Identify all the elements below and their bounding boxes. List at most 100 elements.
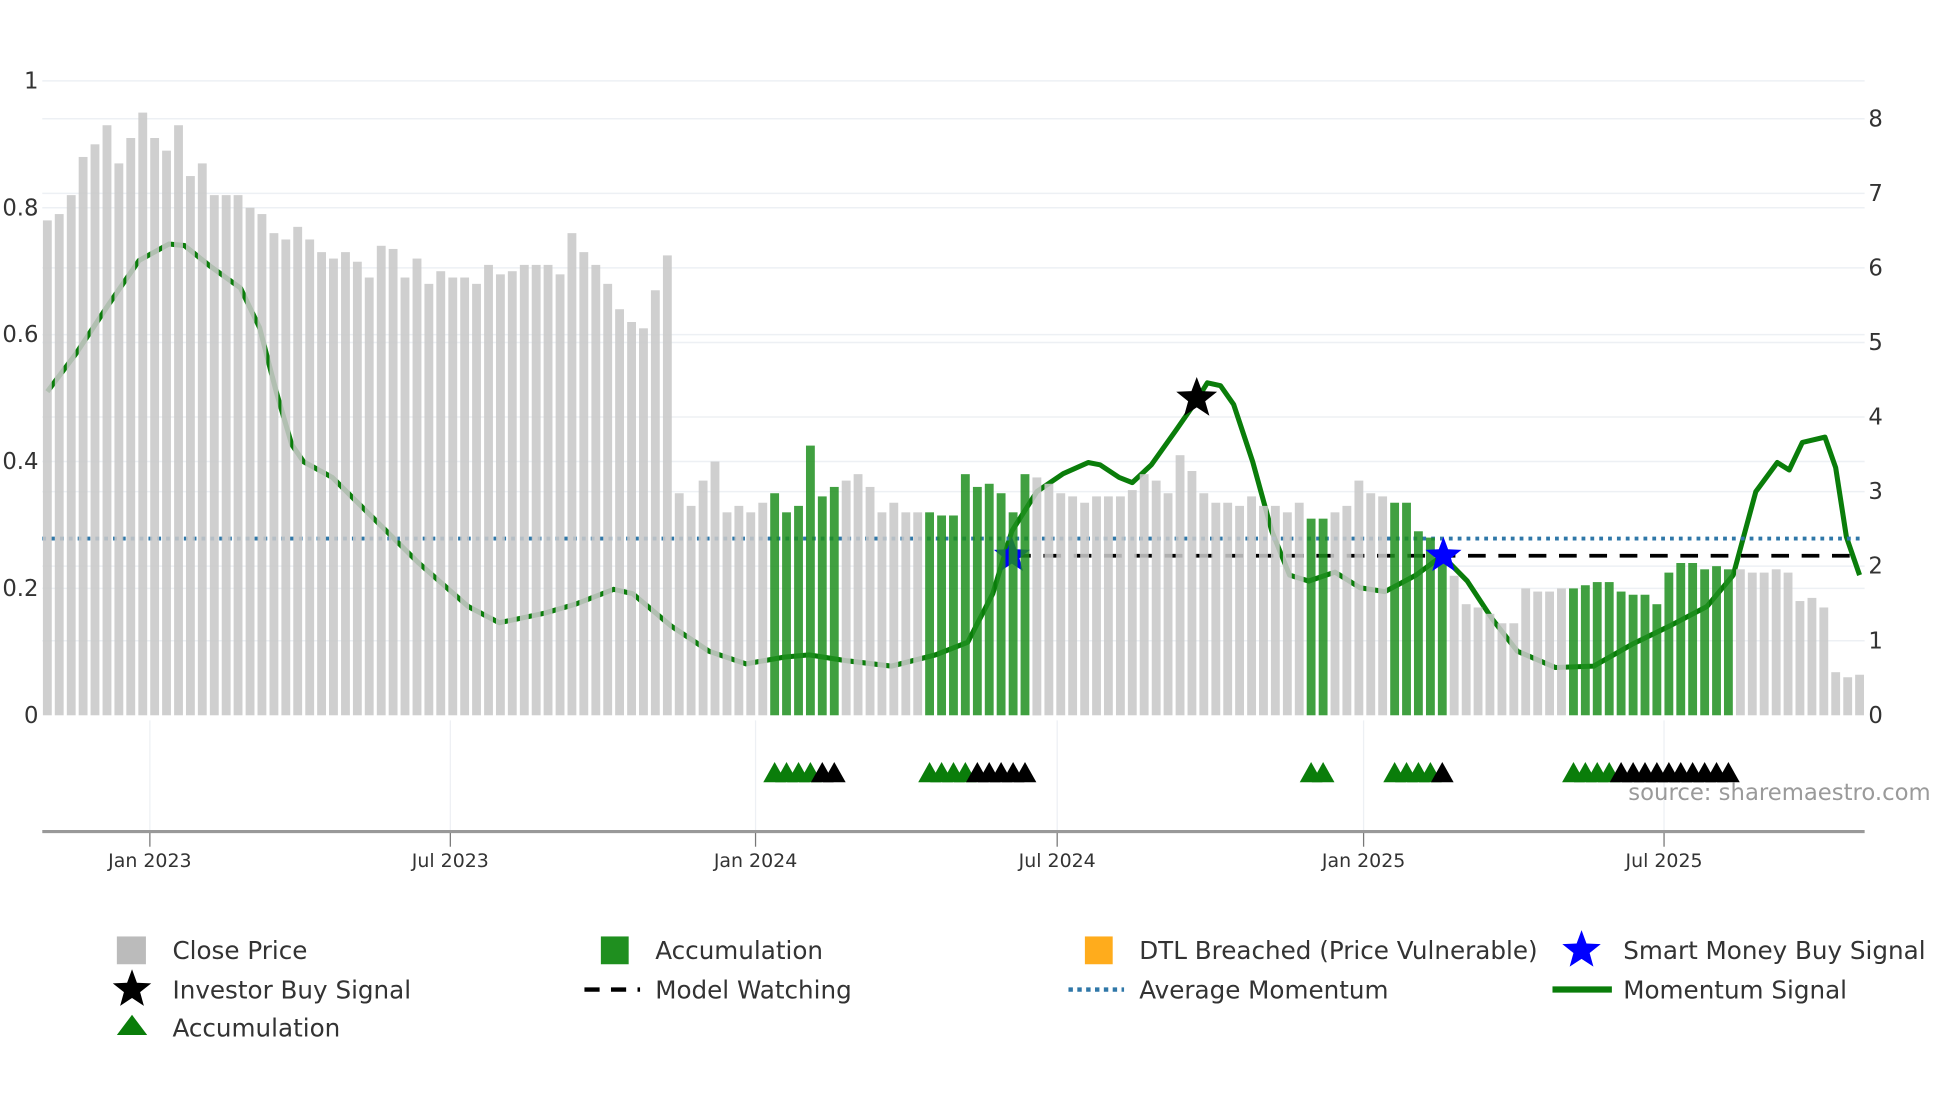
gridlines xyxy=(42,80,1865,832)
right-tick-label: 5 xyxy=(1868,330,1882,356)
right-tick-label: 3 xyxy=(1868,479,1882,505)
close-price-bar xyxy=(376,245,386,716)
accumulation-bar xyxy=(1413,531,1423,716)
close-price-bars xyxy=(42,112,1865,716)
close-price-bar xyxy=(1366,493,1376,716)
close-price-bar xyxy=(305,239,315,716)
close-price-bar xyxy=(841,480,851,716)
right-tick-label: 2 xyxy=(1868,554,1882,580)
left-tick-label: 0.2 xyxy=(2,576,38,602)
close-price-bar xyxy=(1103,496,1113,716)
close-price-bar xyxy=(1485,613,1495,716)
right-tick-label: 4 xyxy=(1868,405,1882,431)
accumulation-bar xyxy=(1640,594,1650,716)
signal-triangle-icon xyxy=(1717,762,1740,783)
close-price-bar xyxy=(114,163,124,716)
accumulation-bar xyxy=(984,483,994,716)
close-price-bar xyxy=(1223,502,1233,716)
close-price-bar xyxy=(1747,572,1757,716)
close-price-bar xyxy=(436,271,446,716)
close-price-bar xyxy=(1187,471,1197,716)
close-price-bar xyxy=(1068,496,1078,716)
close-price-bar xyxy=(1270,505,1280,716)
close-price-bar xyxy=(1819,607,1829,716)
close-price-bar xyxy=(746,512,756,716)
investor-buy-star-icon xyxy=(1176,376,1218,416)
close-price-bar xyxy=(174,125,183,716)
close-price-bar xyxy=(1545,591,1555,716)
legend-smart-money: Smart Money Buy Signal xyxy=(1623,936,1925,965)
close-price-bar xyxy=(698,480,708,716)
accumulation-bar xyxy=(949,515,958,716)
legend-momentum-signal: Momentum Signal xyxy=(1623,975,1847,1004)
close-price-bar xyxy=(495,274,505,716)
close-price-bar xyxy=(341,252,350,716)
close-price-bar xyxy=(66,195,76,716)
legend-accumulation-swatch xyxy=(600,936,629,965)
left-tick-label: 0.8 xyxy=(2,195,38,221)
source-label: source: sharemaestro.com xyxy=(1628,780,1930,806)
close-price-bar xyxy=(1342,505,1352,716)
accumulation-bar xyxy=(1592,582,1602,716)
accumulation-bar xyxy=(1712,566,1721,716)
close-price-bar xyxy=(1378,496,1388,716)
accumulation-bar xyxy=(1020,474,1030,716)
accumulation-bar xyxy=(1580,585,1590,716)
close-price-bar xyxy=(507,271,517,716)
close-price-bar xyxy=(1139,474,1149,716)
close-price-bar xyxy=(1163,493,1173,716)
close-price-bar xyxy=(352,261,362,716)
close-price-bar xyxy=(889,502,899,716)
date-tick-label: Jul 2024 xyxy=(1018,850,1096,872)
close-price-bar xyxy=(901,512,911,716)
close-price-bar xyxy=(531,264,541,716)
close-price-bar xyxy=(1461,604,1471,716)
close-price-bar xyxy=(1032,477,1042,716)
close-price-bar xyxy=(1092,496,1101,716)
close-price-bar xyxy=(674,493,684,716)
close-price-bar xyxy=(1509,623,1519,716)
accumulation-bar xyxy=(1425,537,1435,716)
close-price-bar xyxy=(1795,601,1805,716)
accumulation-bar xyxy=(996,493,1006,716)
close-price-bar xyxy=(639,328,648,716)
left-tick-label: 0.6 xyxy=(2,322,38,348)
close-price-bar xyxy=(650,290,660,716)
date-tick-label: Jan 2023 xyxy=(107,850,191,872)
close-price-bar xyxy=(42,220,52,716)
close-price-bar xyxy=(853,474,863,716)
close-price-bar xyxy=(543,264,553,716)
close-price-bar xyxy=(197,163,207,716)
close-price-bar xyxy=(1080,502,1090,716)
close-price-bar xyxy=(78,156,88,716)
accumulation-bar xyxy=(1616,591,1626,716)
close-price-bar xyxy=(1831,672,1841,716)
accumulation-bar xyxy=(1604,582,1614,716)
legend-investor-star-icon xyxy=(112,969,152,1006)
smart-money-buy-star-icon xyxy=(1425,536,1462,572)
close-price-bar xyxy=(185,176,195,716)
close-price-bar xyxy=(257,214,267,716)
legend-accumulation-bar: Accumulation xyxy=(655,936,823,965)
close-price-bar xyxy=(150,138,160,716)
close-price-bar xyxy=(1497,623,1507,716)
close-price-bar xyxy=(472,283,481,716)
date-tick-label: Jan 2025 xyxy=(1321,850,1405,872)
accumulation-bar xyxy=(1390,502,1400,716)
legend-accumulation-triangle: Accumulation xyxy=(172,1013,340,1042)
right-tick-label: 1 xyxy=(1868,628,1882,654)
legend-average-momentum: Average Momentum xyxy=(1139,975,1388,1004)
accumulation-bar xyxy=(829,486,839,716)
close-price-bar xyxy=(734,505,744,716)
close-price-bar xyxy=(221,195,231,716)
close-price-bar xyxy=(102,125,112,716)
close-price-bar xyxy=(519,264,529,716)
date-tick-label: Jan 2024 xyxy=(713,850,797,872)
close-price-bar xyxy=(1330,512,1340,716)
close-price-bar xyxy=(1175,455,1185,716)
close-price-bar xyxy=(877,512,887,716)
close-price-bar xyxy=(1759,572,1769,716)
close-price-bar xyxy=(1521,588,1531,716)
close-price-bar xyxy=(662,255,672,716)
